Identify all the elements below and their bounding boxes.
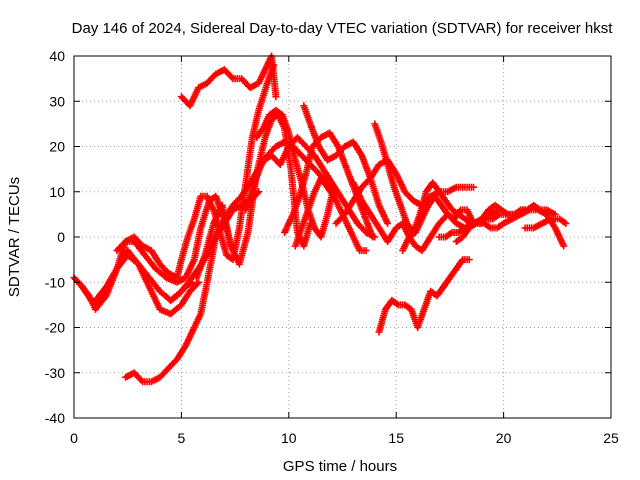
series-track [179,54,280,108]
y-tick-label: -40 [45,410,65,426]
y-tick-label: -30 [45,365,65,381]
series-track [376,256,471,334]
series-arc-21 [521,215,570,232]
axis-ticks: 0 5 10 15 20 25 -40 -30 -20 -10 0 10 20 30 40 [45,48,619,446]
y-tick-label: 0 [57,229,65,245]
series-arc-12 [291,174,370,255]
series-arc-5 [167,278,196,304]
x-tick-label: 15 [388,430,404,446]
series-track [193,112,314,280]
x-axis-label: GPS time / hours [283,458,397,475]
series-track [168,279,194,303]
series-arc-17 [375,256,473,336]
series-arc-20 [452,201,559,246]
y-tick-label: 40 [49,48,65,64]
y-tick-label: 10 [49,184,65,200]
y-tick-label: 30 [49,93,65,109]
series-track [523,215,568,232]
y-axis-label: SDTVAR / TECUs [6,177,23,297]
series-track [254,107,337,239]
x-tick-label: 5 [178,430,186,446]
series-track [301,104,391,226]
x-tick-label: 0 [70,430,78,446]
y-tick-label: -10 [45,274,65,290]
x-tick-label: 25 [603,430,619,446]
series-arc-11 [281,129,377,241]
y-tick-label: 20 [49,139,65,155]
series-track [243,135,377,240]
y-tick-label: -20 [45,320,65,336]
series-track [454,203,557,244]
series-track [292,176,368,255]
series-arc-9 [242,133,379,241]
series-arc-10 [253,106,338,241]
series-track [334,157,475,226]
x-tick-label: 10 [281,430,297,446]
chart-title: Day 146 of 2024, Sidereal Day-to-day VTE… [72,20,614,37]
x-tick-label: 20 [496,430,512,446]
